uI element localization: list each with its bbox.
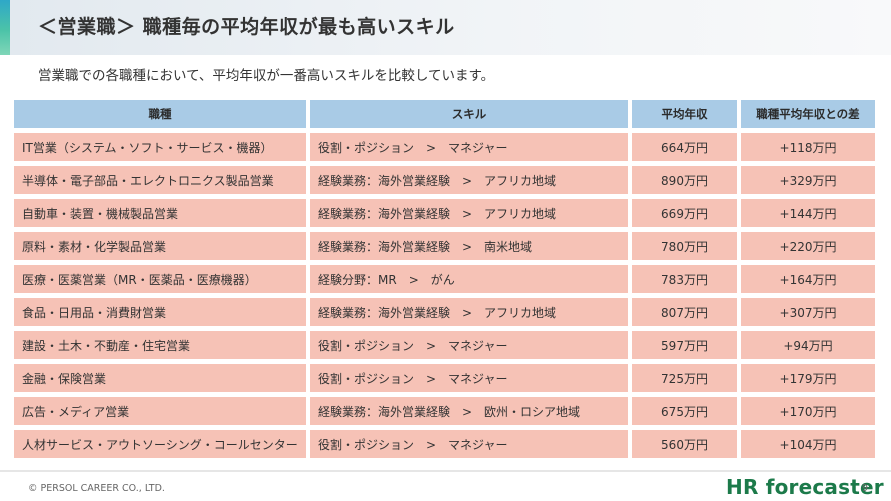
- job-type-cell: 原料・素材・化学製品営業: [14, 232, 306, 260]
- skill-cell: 役割・ポジション > マネジャー: [310, 364, 628, 392]
- average-salary-cell: 675万円: [632, 397, 737, 425]
- page-subtitle: 営業職での各職種において、平均年収が一番高いスキルを比較しています。: [38, 68, 495, 84]
- salary-difference-cell: +104万円: [741, 430, 875, 458]
- table-row: 人材サービス・アウトソーシング・コールセンター 役割・ポジション > マネジャー 5…: [14, 430, 875, 458]
- hr-forecaster-logo: HR forecaster: [726, 475, 884, 499]
- salary-difference-cell: +307万円: [741, 298, 875, 326]
- table-row: 自動車・装置・機械製品営業 経験業務：海外営業経験 > アフリカ地域 669万円 +1…: [14, 199, 875, 227]
- skill-cell: 経験業務：海外営業経験 > アフリカ地域: [310, 298, 628, 326]
- skill-comparison-table: 職種 スキル 平均年収 職種平均年収との差 IT営業（システム・ソフト・サービス…: [10, 95, 879, 463]
- footer-divider: [0, 470, 891, 472]
- table-row: 医療・医薬営業（MR・医薬品・医療機器） 経験分野：MR > がん 783万円 +16…: [14, 265, 875, 293]
- salary-difference-cell: +118万円: [741, 133, 875, 161]
- salary-difference-cell: +94万円: [741, 331, 875, 359]
- salary-difference-cell: +179万円: [741, 364, 875, 392]
- average-salary-cell: 783万円: [632, 265, 737, 293]
- job-type-cell: 広告・メディア営業: [14, 397, 306, 425]
- table-row: 半導体・電子部品・エレクトロニクス製品営業 経験業務：海外営業経験 > アフリカ地…: [14, 166, 875, 194]
- column-header-job: 職種: [14, 100, 306, 128]
- skill-cell: 役割・ポジション > マネジャー: [310, 430, 628, 458]
- table-header-row: 職種 スキル 平均年収 職種平均年収との差: [14, 100, 875, 128]
- salary-difference-cell: +329万円: [741, 166, 875, 194]
- table-row: 食品・日用品・消費財営業 経験業務：海外営業経験 > アフリカ地域 807万円 +30…: [14, 298, 875, 326]
- table-row: 建設・土木・不動産・住宅営業 役割・ポジション > マネジャー 597万円 +94万円: [14, 331, 875, 359]
- job-type-cell: 金融・保険営業: [14, 364, 306, 392]
- skill-cell: 経験業務：海外営業経験 > アフリカ地域: [310, 199, 628, 227]
- average-salary-cell: 725万円: [632, 364, 737, 392]
- column-header-skill: スキル: [310, 100, 628, 128]
- page-number: 9: [862, 483, 869, 494]
- average-salary-cell: 597万円: [632, 331, 737, 359]
- table-row: 金融・保険営業 役割・ポジション > マネジャー 725万円 +179万円: [14, 364, 875, 392]
- average-salary-cell: 807万円: [632, 298, 737, 326]
- job-type-cell: 人材サービス・アウトソーシング・コールセンター: [14, 430, 306, 458]
- table-row: 広告・メディア営業 経験業務：海外営業経験 > 欧州・ロシア地域 675万円 +170…: [14, 397, 875, 425]
- average-salary-cell: 669万円: [632, 199, 737, 227]
- salary-difference-cell: +170万円: [741, 397, 875, 425]
- job-type-cell: 食品・日用品・消費財営業: [14, 298, 306, 326]
- skill-cell: 経験業務：海外営業経験 > アフリカ地域: [310, 166, 628, 194]
- skill-cell: 役割・ポジション > マネジャー: [310, 133, 628, 161]
- skill-cell: 経験業務：海外営業経験 > 欧州・ロシア地域: [310, 397, 628, 425]
- skill-cell: 役割・ポジション > マネジャー: [310, 331, 628, 359]
- job-type-cell: 自動車・装置・機械製品営業: [14, 199, 306, 227]
- table-row: IT営業（システム・ソフト・サービス・機器） 役割・ポジション > マネジャー 66…: [14, 133, 875, 161]
- salary-difference-cell: +144万円: [741, 199, 875, 227]
- title-band: [10, 0, 891, 55]
- table-row: 原料・素材・化学製品営業 経験業務：海外営業経験 > 南米地域 780万円 +220万…: [14, 232, 875, 260]
- skill-cell: 経験業務：海外営業経験 > 南米地域: [310, 232, 628, 260]
- average-salary-cell: 560万円: [632, 430, 737, 458]
- title-accent-bar: [0, 0, 10, 55]
- salary-difference-cell: +220万円: [741, 232, 875, 260]
- column-header-salary: 平均年収: [632, 100, 737, 128]
- copyright-text: © PERSOL CAREER CO., LTD.: [28, 483, 165, 494]
- job-type-cell: IT営業（システム・ソフト・サービス・機器）: [14, 133, 306, 161]
- salary-difference-cell: +164万円: [741, 265, 875, 293]
- job-type-cell: 医療・医薬営業（MR・医薬品・医療機器）: [14, 265, 306, 293]
- column-header-diff: 職種平均年収との差: [741, 100, 875, 128]
- average-salary-cell: 780万円: [632, 232, 737, 260]
- job-type-cell: 建設・土木・不動産・住宅営業: [14, 331, 306, 359]
- skill-cell: 経験分野：MR > がん: [310, 265, 628, 293]
- job-type-cell: 半導体・電子部品・エレクトロニクス製品営業: [14, 166, 306, 194]
- average-salary-cell: 890万円: [632, 166, 737, 194]
- average-salary-cell: 664万円: [632, 133, 737, 161]
- page-title: ＜営業職＞ 職種毎の平均年収が最も高いスキル: [38, 16, 455, 38]
